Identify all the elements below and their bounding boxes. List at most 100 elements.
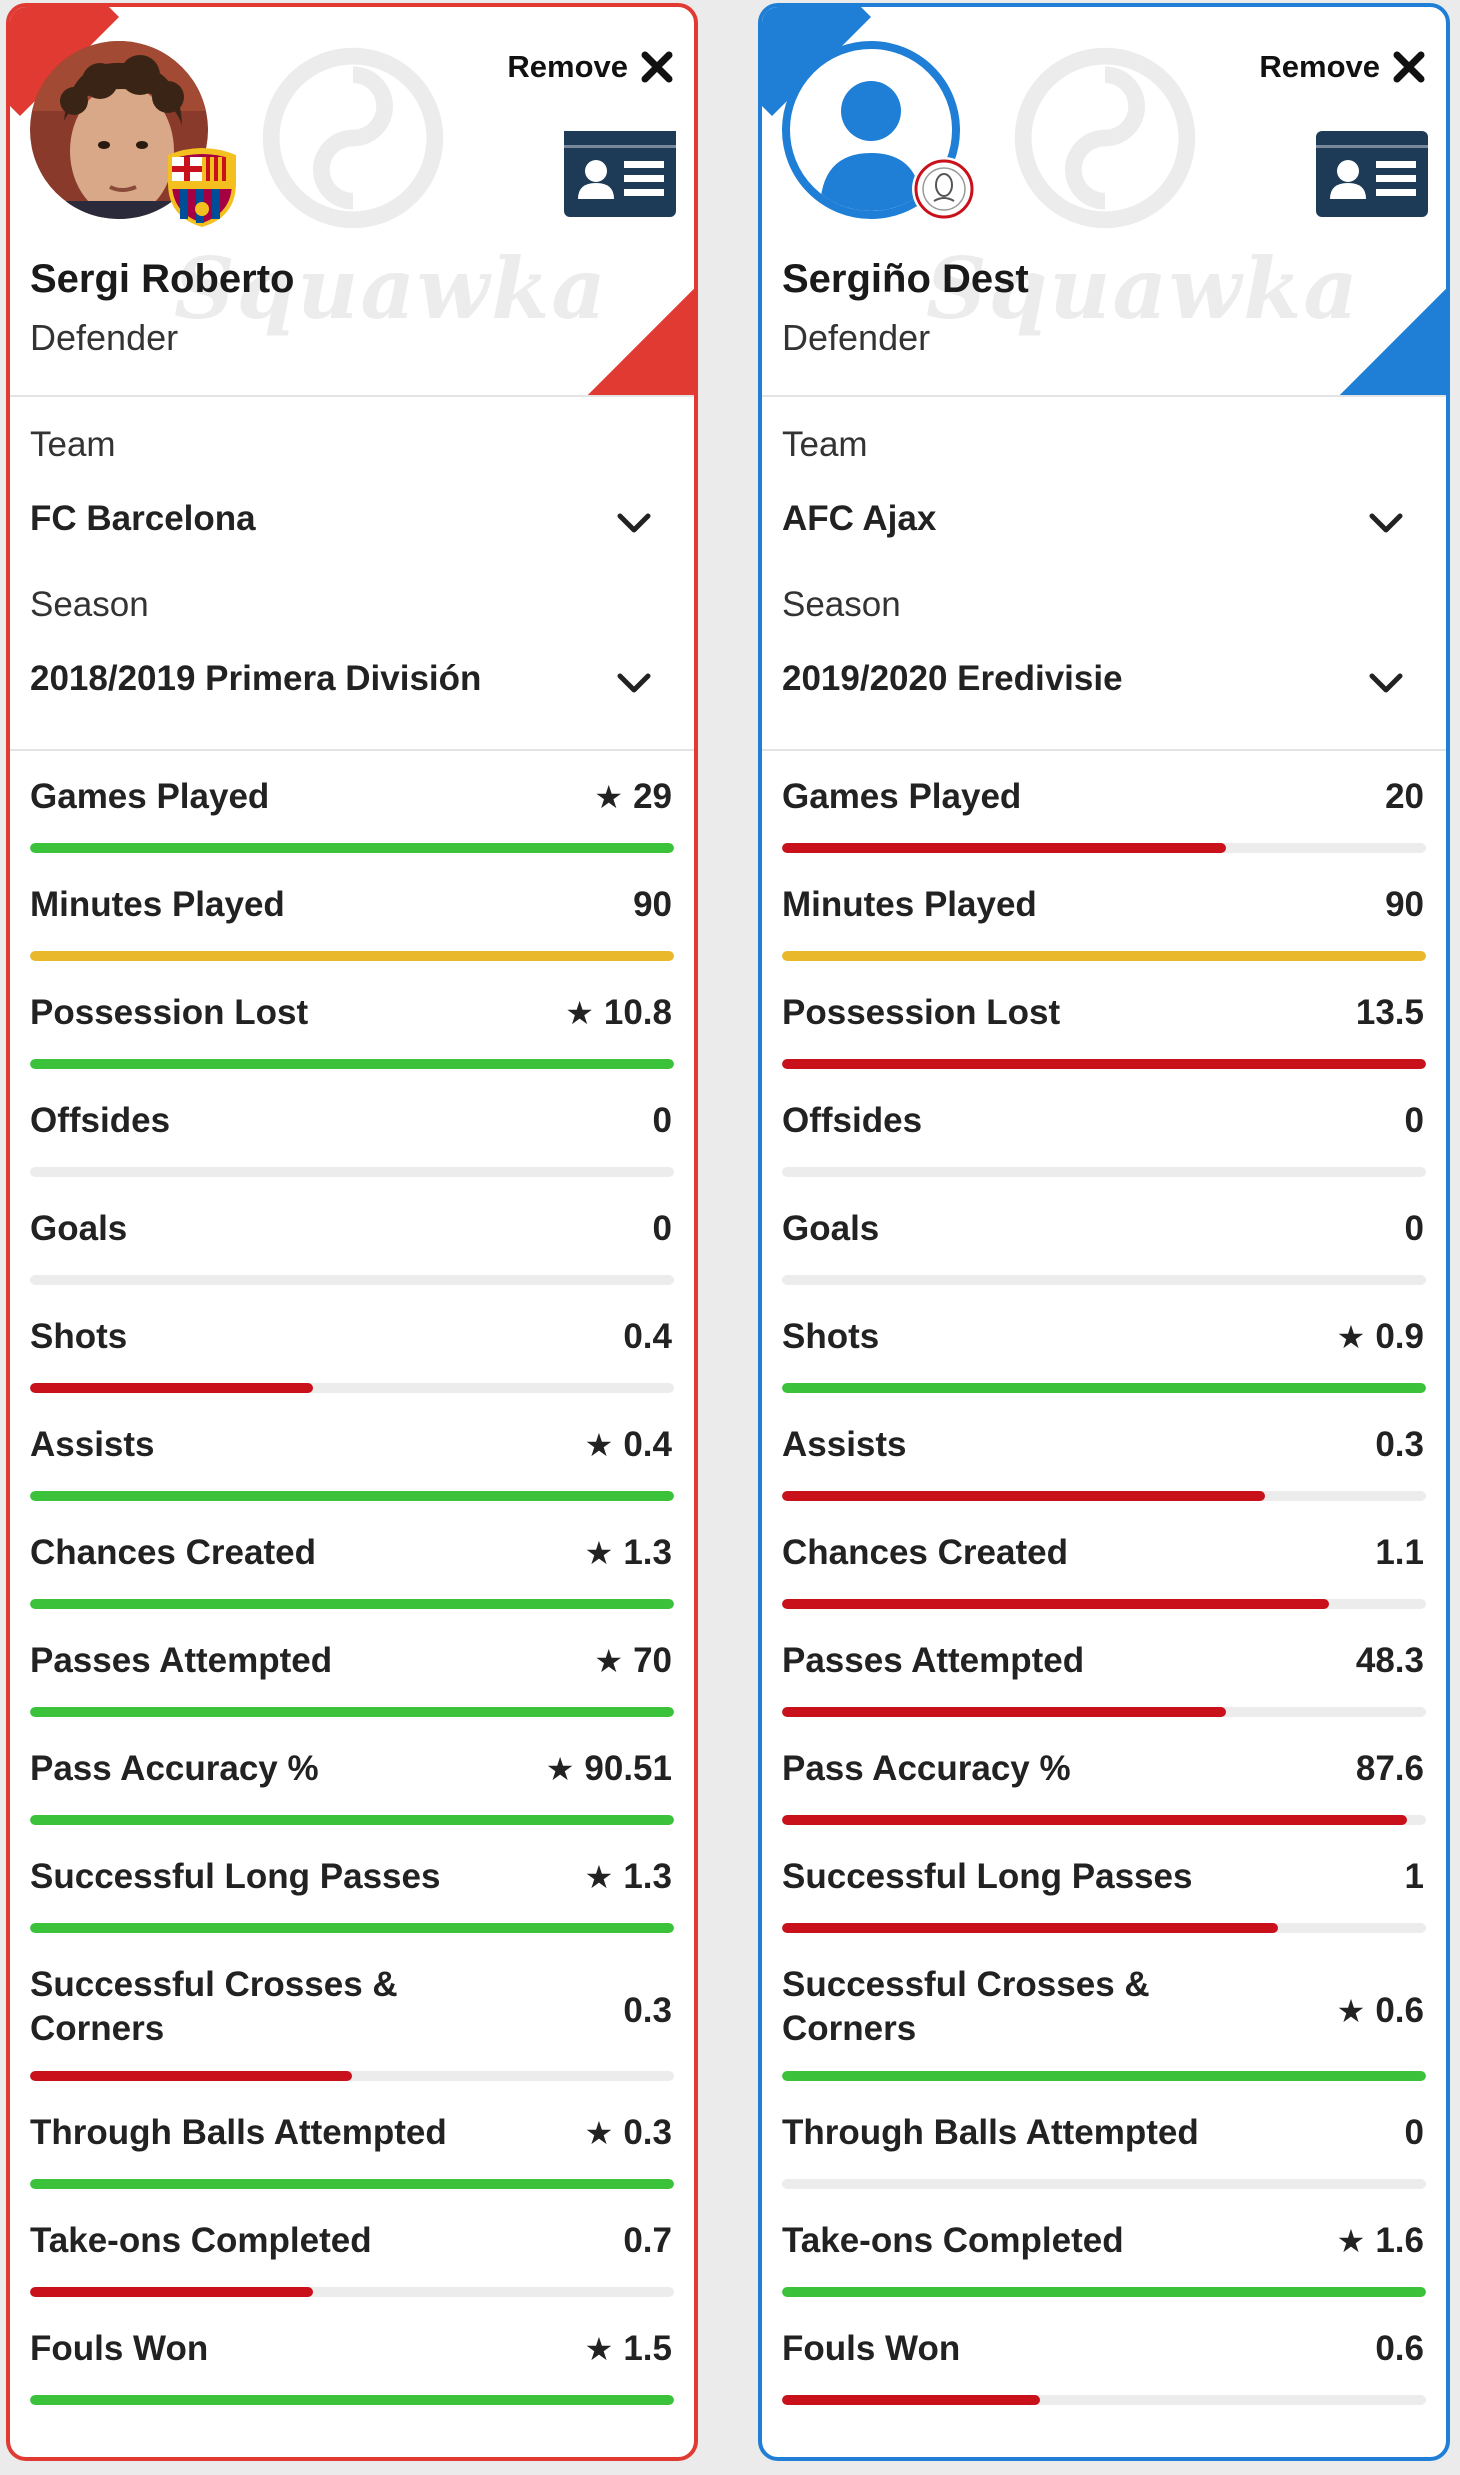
stat-bar-fill: [782, 1059, 1426, 1069]
stat-row: Chances Created ★ 1.3: [30, 1507, 674, 1615]
stat-number: 0.4: [623, 1425, 672, 1464]
stat-value: 0.4: [623, 1315, 672, 1359]
stat-row: Offsides 0: [30, 1075, 674, 1183]
star-icon: ★: [1336, 1993, 1366, 2029]
stat-bar-fill: [30, 951, 674, 961]
stat-bar-fill: [782, 843, 1227, 853]
remove-button[interactable]: Remove: [1259, 49, 1426, 85]
stat-value: 0.3: [1375, 1423, 1424, 1467]
stat-row: Passes Attempted ★ 70: [30, 1615, 674, 1723]
stat-row: Take-ons Completed 0.7: [30, 2195, 674, 2303]
player-id-card-icon[interactable]: [564, 131, 676, 217]
stat-bar-track: [782, 1383, 1426, 1393]
stat-bar-fill: [30, 2395, 674, 2405]
stat-row: Games Played ★ 29: [30, 751, 674, 859]
stat-label: Goals: [782, 1209, 880, 1248]
stat-bar-track: [30, 951, 674, 961]
stat-row: Through Balls Attempted ★ 0.3: [30, 2087, 674, 2195]
squawka-logo-watermark-icon: [1014, 47, 1196, 229]
star-icon: ★: [584, 2331, 614, 2367]
stat-row: Shots ★ 0.9: [782, 1291, 1426, 1399]
stat-number: 10.8: [603, 993, 672, 1032]
stat-row: Take-ons Completed ★ 1.6: [782, 2195, 1426, 2303]
stat-value: 0: [653, 1207, 672, 1251]
player-id-card-icon[interactable]: [1316, 131, 1428, 217]
chevron-down-icon: [617, 673, 651, 693]
stat-label: Assists: [782, 1425, 907, 1464]
stat-number: 70: [633, 1641, 672, 1680]
stat-row: Assists ★ 0.4: [30, 1399, 674, 1507]
stat-row: Chances Created 1.1: [782, 1507, 1426, 1615]
stat-bar-track: [30, 1167, 674, 1177]
stat-bar-track: [782, 1923, 1426, 1933]
stat-bar-fill: [782, 2071, 1426, 2081]
stat-bar-track: [30, 2179, 674, 2189]
stat-number: 1.3: [623, 1533, 672, 1572]
stat-bar-track: [30, 2287, 674, 2297]
stat-value: 0: [1405, 1207, 1424, 1251]
stat-number: 0: [1404, 1209, 1424, 1248]
star-icon: ★: [584, 2115, 614, 2151]
team-label: Team: [30, 425, 116, 464]
stat-bar-track: [782, 1491, 1426, 1501]
stat-bar-track: [30, 843, 674, 853]
stat-bar-track: [782, 2395, 1426, 2405]
stat-label: Possession Lost: [30, 993, 309, 1032]
stat-value: 0.6: [1375, 2327, 1424, 2371]
stat-bar-track: [782, 2179, 1426, 2189]
stat-bar-track: [30, 1491, 674, 1501]
stat-bar-fill: [30, 1707, 674, 1717]
stat-label: Fouls Won: [30, 2329, 209, 2368]
remove-label: Remove: [507, 49, 628, 84]
stat-bar-fill: [30, 1815, 674, 1825]
stat-value: 1.1: [1375, 1531, 1424, 1575]
stat-value: ★ 1.6: [1337, 2219, 1424, 2263]
stat-number: 0.9: [1375, 1317, 1424, 1356]
player-name: Sergi Roberto: [30, 257, 295, 301]
stat-number: 90: [1385, 885, 1424, 924]
team-select-value: AFC Ajax: [782, 499, 937, 538]
stat-bar-fill: [30, 2287, 314, 2297]
stat-bar-fill: [30, 1059, 674, 1069]
stat-value: ★ 0.4: [585, 1423, 672, 1467]
stat-row: Fouls Won ★ 1.5: [30, 2303, 674, 2411]
stat-label: Chances Created: [30, 1533, 316, 1572]
stat-bar-track: [782, 1059, 1426, 1069]
stat-bar-track: [782, 1707, 1426, 1717]
stat-value: ★ 0.6: [1337, 1989, 1424, 2033]
stat-bar-fill: [30, 843, 674, 853]
stat-bar-track: [30, 1383, 674, 1393]
stat-bar-fill: [30, 1491, 674, 1501]
stat-number: 0.7: [623, 2221, 672, 2260]
stat-number: 0.4: [623, 1317, 672, 1356]
stat-label: Passes Attempted: [30, 1641, 333, 1680]
stat-bar-fill: [30, 1923, 674, 1933]
stat-bar-track: [30, 2071, 674, 2081]
star-icon: ★: [1336, 1319, 1366, 1355]
stat-bar-track: [782, 1599, 1426, 1609]
team-label: Team: [782, 425, 868, 464]
stat-row: Pass Accuracy % ★ 90.51: [30, 1723, 674, 1831]
stat-bar-track: [782, 951, 1426, 961]
stat-label: Take-ons Completed: [30, 2221, 372, 2260]
stat-bar-track: [30, 1059, 674, 1069]
stat-number: 1.1: [1375, 1533, 1424, 1572]
stat-value: 0: [653, 1099, 672, 1143]
star-icon: ★: [565, 995, 594, 1031]
stat-row: Offsides 0: [782, 1075, 1426, 1183]
stat-row: Possession Lost 13.5: [782, 967, 1426, 1075]
season-select-value: 2019/2020 Eredivisie: [782, 659, 1123, 698]
player-name: Sergiño Dest: [782, 257, 1029, 301]
stat-value: 1: [1405, 1855, 1424, 1899]
stat-label: Shots: [782, 1317, 880, 1356]
season-label: Season: [782, 585, 901, 624]
stat-label: Chances Created: [782, 1533, 1068, 1572]
stat-bar-track: [30, 1599, 674, 1609]
stat-number: 1: [1404, 1857, 1424, 1896]
stat-row: Goals 0: [782, 1183, 1426, 1291]
stats-list: Games Played ★ 29 Minutes Played 90 Possessio…: [10, 751, 694, 2411]
remove-button[interactable]: Remove: [507, 49, 674, 85]
stat-label: Assists: [30, 1425, 155, 1464]
stat-row: Assists 0.3: [782, 1399, 1426, 1507]
stat-bar-fill: [30, 1599, 674, 1609]
